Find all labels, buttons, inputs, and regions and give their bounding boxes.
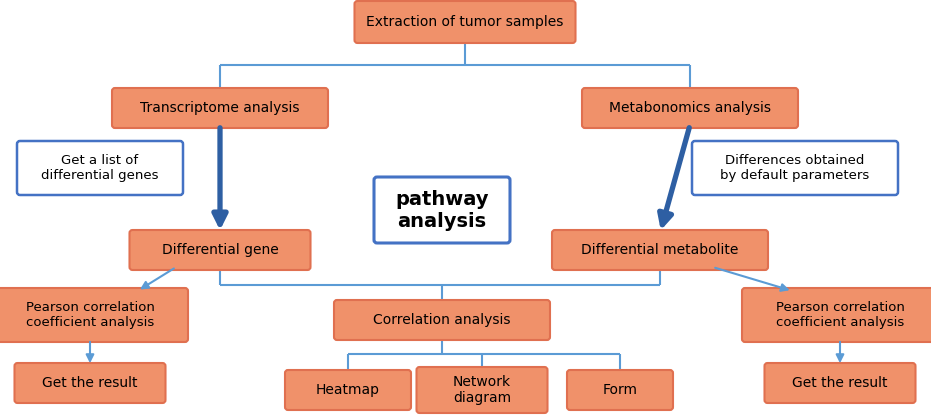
FancyBboxPatch shape [0,288,188,342]
Text: Get the result: Get the result [42,376,138,390]
FancyBboxPatch shape [15,363,166,403]
Text: Correlation analysis: Correlation analysis [373,313,511,327]
Text: pathway
analysis: pathway analysis [396,190,489,230]
FancyBboxPatch shape [17,141,183,195]
FancyBboxPatch shape [567,370,673,410]
Text: Extraction of tumor samples: Extraction of tumor samples [366,15,563,29]
Text: Form: Form [602,383,638,397]
Text: Get a list of
differential genes: Get a list of differential genes [41,154,159,182]
FancyBboxPatch shape [355,1,575,43]
FancyBboxPatch shape [129,230,311,270]
FancyBboxPatch shape [374,177,510,243]
FancyBboxPatch shape [692,141,898,195]
FancyBboxPatch shape [742,288,931,342]
Text: Differences obtained
by default parameters: Differences obtained by default paramete… [721,154,870,182]
FancyBboxPatch shape [764,363,915,403]
Text: Transcriptome analysis: Transcriptome analysis [141,101,300,115]
Text: Network
diagram: Network diagram [453,375,511,405]
FancyBboxPatch shape [552,230,768,270]
FancyBboxPatch shape [416,367,547,413]
Text: Get the result: Get the result [792,376,888,390]
Text: Metabonomics analysis: Metabonomics analysis [609,101,771,115]
FancyBboxPatch shape [582,88,798,128]
Text: Heatmap: Heatmap [316,383,380,397]
Text: Differential metabolite: Differential metabolite [581,243,738,257]
FancyBboxPatch shape [334,300,550,340]
Text: Differential gene: Differential gene [162,243,278,257]
Text: Pearson correlation
coefficient analysis: Pearson correlation coefficient analysis [25,301,155,329]
FancyBboxPatch shape [112,88,328,128]
Text: Pearson correlation
coefficient analysis: Pearson correlation coefficient analysis [776,301,904,329]
FancyBboxPatch shape [285,370,411,410]
